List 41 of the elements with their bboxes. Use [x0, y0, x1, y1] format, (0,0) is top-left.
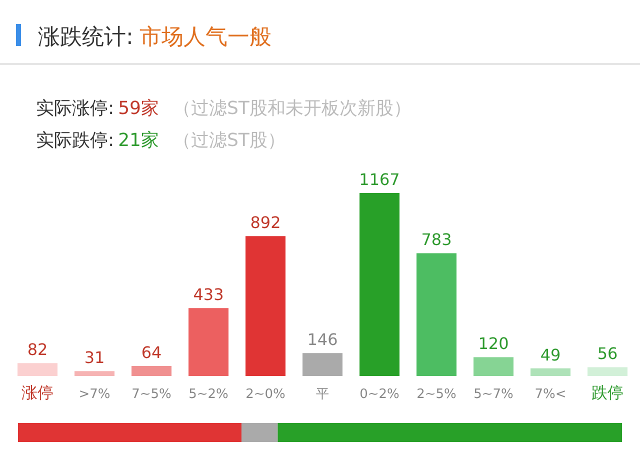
x-tick-label: 5~2% [188, 387, 228, 402]
x-tick-label: 7%< [534, 387, 566, 402]
bar [530, 368, 570, 376]
data-label: 433 [193, 285, 224, 304]
text: （过滤ST股和未开板次新股） [172, 98, 412, 119]
bar [474, 357, 514, 376]
bar [360, 193, 400, 376]
data-label: 783 [421, 230, 452, 250]
text: 21家 [118, 130, 159, 151]
x-tick-label: 5~7% [474, 387, 514, 402]
bar [18, 363, 58, 376]
text: 59家 [118, 98, 159, 119]
data-label: 892 [250, 213, 281, 232]
data-label: 49 [540, 345, 561, 364]
chart-subtitle: 市场人气一般 [139, 25, 272, 50]
text: （过滤ST股） [172, 130, 286, 151]
x-tick-label: 涨停 [22, 383, 54, 402]
bar [302, 353, 342, 376]
data-label: 56 [597, 344, 618, 364]
data-label: 146 [307, 330, 338, 350]
x-tick-label: 2~5% [416, 387, 456, 402]
bar [188, 308, 228, 376]
bar [588, 367, 628, 376]
x-tick-label: 平 [316, 387, 329, 402]
text: 实际涨停: [36, 98, 114, 119]
bar [132, 366, 172, 376]
data-label: 82 [27, 340, 48, 360]
x-tick-label: 2~0% [246, 387, 286, 402]
x-tick-label: 7~5% [132, 387, 172, 402]
data-label: 1167 [359, 170, 400, 189]
bar [74, 371, 114, 376]
data-label: 120 [478, 334, 509, 354]
data-label: 64 [141, 342, 162, 362]
x-tick-label: >7% [78, 387, 110, 402]
bar [246, 236, 286, 376]
text: 实际跌停: [36, 130, 114, 151]
chart-title: 涨跌统计: [38, 25, 134, 50]
x-tick-label: 0~2% [360, 387, 400, 402]
data-label: 31 [84, 348, 105, 368]
x-tick-label: 跌停 [592, 383, 624, 402]
bar [416, 253, 456, 376]
